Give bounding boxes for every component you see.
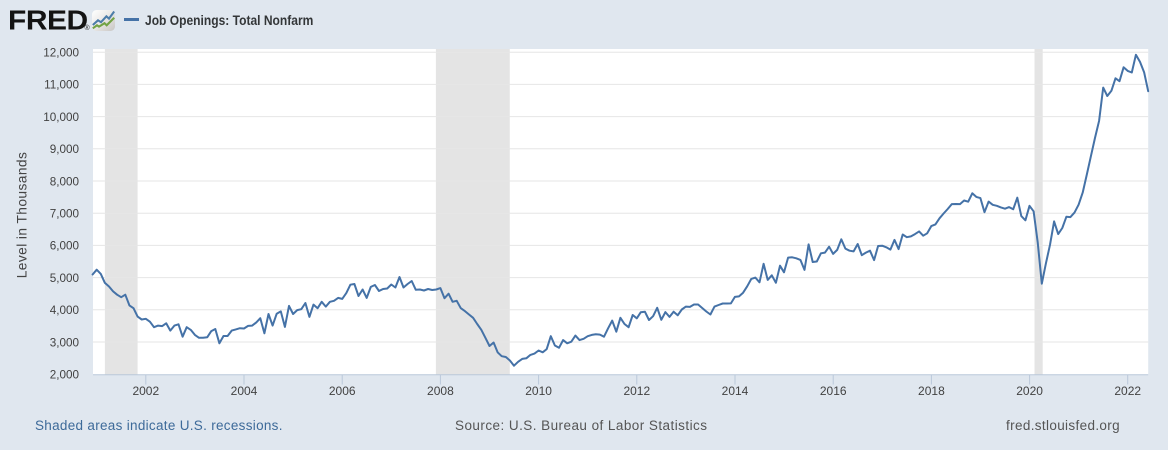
svg-text:2006: 2006 (329, 384, 356, 398)
svg-text:2022: 2022 (1114, 384, 1141, 398)
svg-text:2008: 2008 (427, 384, 454, 398)
svg-text:2002: 2002 (132, 384, 159, 398)
svg-text:8,000: 8,000 (50, 175, 80, 188)
svg-text:2,000: 2,000 (50, 369, 80, 382)
svg-text:2020: 2020 (1016, 384, 1043, 398)
svg-text:2016: 2016 (820, 384, 847, 398)
svg-text:2014: 2014 (722, 384, 749, 398)
svg-text:6,000: 6,000 (50, 240, 80, 253)
svg-text:2018: 2018 (918, 384, 945, 398)
svg-text:7,000: 7,000 (50, 208, 80, 221)
svg-text:4,000: 4,000 (50, 304, 80, 317)
svg-text:12,000: 12,000 (43, 46, 79, 59)
svg-text:Level in Thousands: Level in Thousands (15, 152, 30, 279)
svg-text:10,000: 10,000 (43, 111, 79, 124)
svg-text:2004: 2004 (231, 384, 258, 398)
svg-text:3,000: 3,000 (50, 336, 80, 349)
svg-text:11,000: 11,000 (44, 79, 79, 92)
svg-text:2010: 2010 (525, 384, 552, 398)
svg-text:2012: 2012 (623, 384, 650, 398)
svg-text:5,000: 5,000 (50, 272, 80, 285)
svg-text:9,000: 9,000 (50, 143, 80, 156)
